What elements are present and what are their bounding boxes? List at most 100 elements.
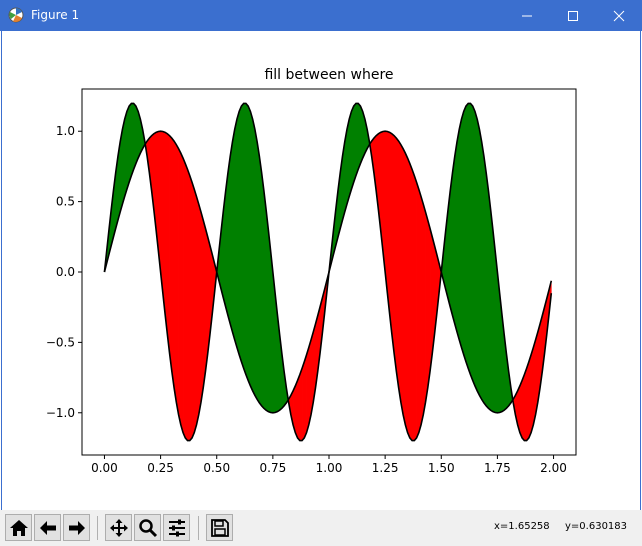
- fill-segment: [490, 209, 494, 413]
- fill-segment: [254, 129, 258, 401]
- fill-segment: [301, 361, 305, 442]
- fill-segment: [176, 143, 179, 415]
- fill-segment: [238, 105, 242, 362]
- fill-segment: [402, 148, 406, 425]
- fill-segment: [198, 204, 202, 415]
- x-tick-label: 0.25: [147, 461, 174, 475]
- fill-segment: [409, 163, 413, 442]
- fill-segment: [398, 140, 402, 403]
- close-button[interactable]: [596, 0, 642, 31]
- subplots-button[interactable]: [163, 514, 190, 541]
- fill-segment: [124, 111, 128, 197]
- fill-segment: [171, 137, 175, 388]
- fill-segment: [182, 158, 186, 439]
- fill-segment: [425, 211, 429, 403]
- fill-segment: [133, 102, 137, 170]
- fill-segment: [414, 175, 417, 442]
- fill-segment: [405, 153, 408, 433]
- fill-segment: [530, 347, 534, 433]
- window-title: Figure 1: [31, 8, 80, 22]
- fill-segment: [474, 111, 478, 391]
- fill-segment: [131, 103, 134, 176]
- y-tick-label: 1.0: [56, 124, 75, 138]
- fill-segment: [393, 134, 397, 372]
- fill-segment: [418, 189, 422, 433]
- fill-segment: [526, 361, 530, 442]
- fill-segment: [521, 374, 525, 442]
- series-lines: [103, 102, 553, 442]
- minimize-icon: [522, 15, 532, 17]
- arrow-right-icon: [69, 521, 85, 535]
- minimize-button[interactable]: [504, 0, 550, 31]
- fill-segment: [476, 119, 480, 396]
- y-tick-label: 0.0: [56, 265, 75, 279]
- navigation-toolbar: x=1.65258 y=0.630183: [0, 510, 642, 546]
- zoom-icon: [139, 519, 158, 538]
- pan-button[interactable]: [105, 514, 132, 541]
- chart-title: fill between where: [264, 67, 393, 83]
- toolbar-separator: [97, 516, 98, 540]
- fill-segment: [407, 158, 411, 439]
- sliders-icon: [169, 519, 185, 537]
- fill-segment: [295, 380, 298, 439]
- fill-segment: [348, 111, 352, 197]
- fill-segment: [167, 133, 170, 354]
- fill-segment: [193, 189, 197, 433]
- fill-segment: [389, 131, 393, 335]
- fill-segment: [524, 368, 527, 441]
- maximize-button[interactable]: [550, 0, 596, 31]
- fill-segment: [306, 347, 310, 433]
- chart: 0.00 0.25 0.50 0.75 1.00 1.25 1.50 1.75 2.00 −1.…: [46, 67, 577, 475]
- toolbar-separator: [198, 516, 199, 540]
- fill-segment: [227, 156, 231, 324]
- fill-segment: [355, 103, 359, 176]
- save-button[interactable]: [206, 514, 233, 541]
- cursor-x-readout: x=1.65258: [494, 521, 550, 532]
- fill-segment: [135, 105, 139, 164]
- home-button[interactable]: [5, 514, 32, 541]
- fill-segment: [236, 111, 240, 355]
- fill-segment: [265, 209, 269, 413]
- fill-segment: [427, 220, 431, 388]
- fill-segment: [169, 134, 173, 372]
- maximize-icon: [568, 11, 578, 21]
- fill-segment: [391, 133, 395, 354]
- fill-segment: [470, 102, 474, 381]
- fill-segment: [357, 102, 361, 170]
- title-bar: Figure 1: [0, 0, 642, 31]
- fill-segment: [191, 182, 195, 439]
- fill-segment: [488, 190, 491, 411]
- fill-segment: [268, 229, 271, 413]
- fill-segment: [229, 141, 233, 333]
- fill-segment: [396, 137, 399, 388]
- y-tick-label: −1.0: [46, 406, 75, 420]
- y-tick-label: −0.5: [46, 335, 75, 349]
- zoom-button[interactable]: [134, 514, 161, 541]
- fill-segment: [528, 354, 532, 439]
- x-tick-label: 1.75: [484, 461, 511, 475]
- fill-segment: [387, 131, 390, 315]
- forward-button[interactable]: [63, 514, 90, 541]
- fill-segment: [126, 105, 130, 190]
- fill-segment: [187, 169, 191, 441]
- back-button[interactable]: [34, 514, 61, 541]
- fill-segment: [400, 143, 404, 415]
- fill-segment: [184, 163, 188, 442]
- fill-segment: [263, 190, 267, 411]
- fill-segment: [416, 182, 420, 439]
- fill-segment: [245, 102, 249, 381]
- x-tick-label: 1.50: [428, 461, 455, 475]
- fill-segment: [472, 105, 476, 386]
- fill-segment: [485, 172, 489, 410]
- fill-segment: [178, 148, 182, 425]
- fill-segment: [200, 211, 204, 403]
- fill-segment: [189, 175, 193, 442]
- figure-canvas[interactable]: 0.00 0.25 0.50 0.75 1.00 1.25 1.50 1.75 2.00 −1.…: [1, 31, 641, 510]
- save-icon: [211, 519, 229, 537]
- x-tick-label: 1.00: [316, 461, 343, 475]
- fill-segment: [492, 229, 496, 413]
- fill-segment: [250, 111, 253, 391]
- home-icon: [10, 520, 28, 536]
- fill-segment: [452, 156, 456, 324]
- fill-segment: [162, 131, 166, 315]
